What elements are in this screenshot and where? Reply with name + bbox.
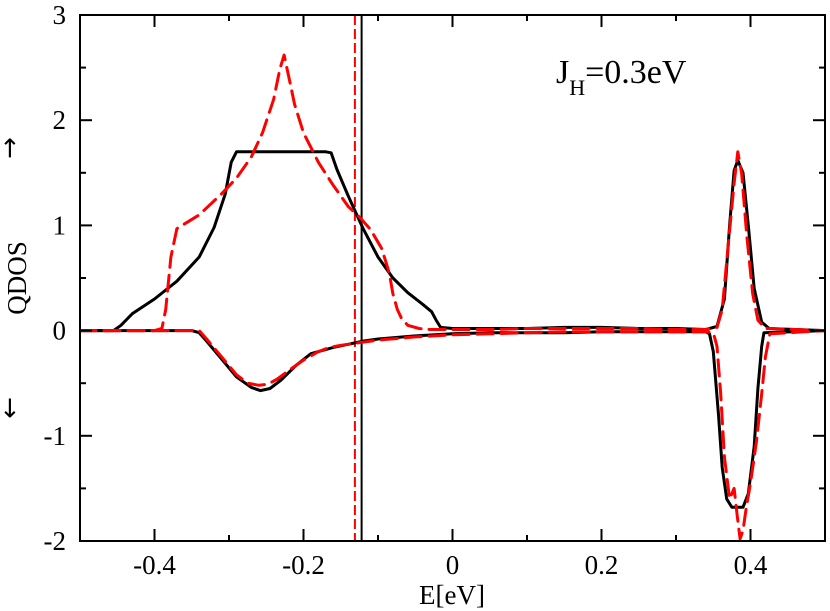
y-tick-label: 1 [53, 210, 67, 240]
y-tick-label: 0 [53, 316, 67, 346]
annotation-rest: =0.3eV [585, 54, 687, 91]
annotation-subscript: H [569, 75, 585, 100]
y-tick-label: -1 [44, 421, 67, 451]
x-tick-label: 0 [446, 550, 460, 580]
y-tick-label: 2 [53, 105, 67, 135]
series-dashed-up [80, 53, 825, 333]
annotation-hund-coupling: JH=0.3eV [556, 54, 687, 100]
x-tick-label: 0.4 [734, 550, 768, 580]
x-tick-label: -0.2 [282, 550, 325, 580]
spin-down-arrow: ← [0, 397, 25, 419]
y-axis-title: QDOS [2, 241, 32, 315]
x-axis-title: E[eV] [419, 580, 485, 610]
fermi-level-lines [353, 15, 363, 541]
spin-up-arrow: → [0, 137, 25, 159]
y-tick-label: -2 [44, 526, 67, 556]
annotation-main: J [556, 54, 569, 91]
x-tick-label: -0.4 [133, 550, 176, 580]
plot-frame [79, 14, 826, 542]
series-dashed-down [80, 329, 825, 541]
x-tick-label: 0.2 [585, 550, 619, 580]
series-solid-up [80, 150, 825, 333]
series-group [80, 53, 825, 541]
axis-ticks: -0.4 -0.2 0 0.2 0.4 -2 -1 0 1 2 3 [44, 0, 826, 580]
series-solid-down [80, 329, 825, 509]
y-tick-label: 3 [53, 0, 67, 30]
